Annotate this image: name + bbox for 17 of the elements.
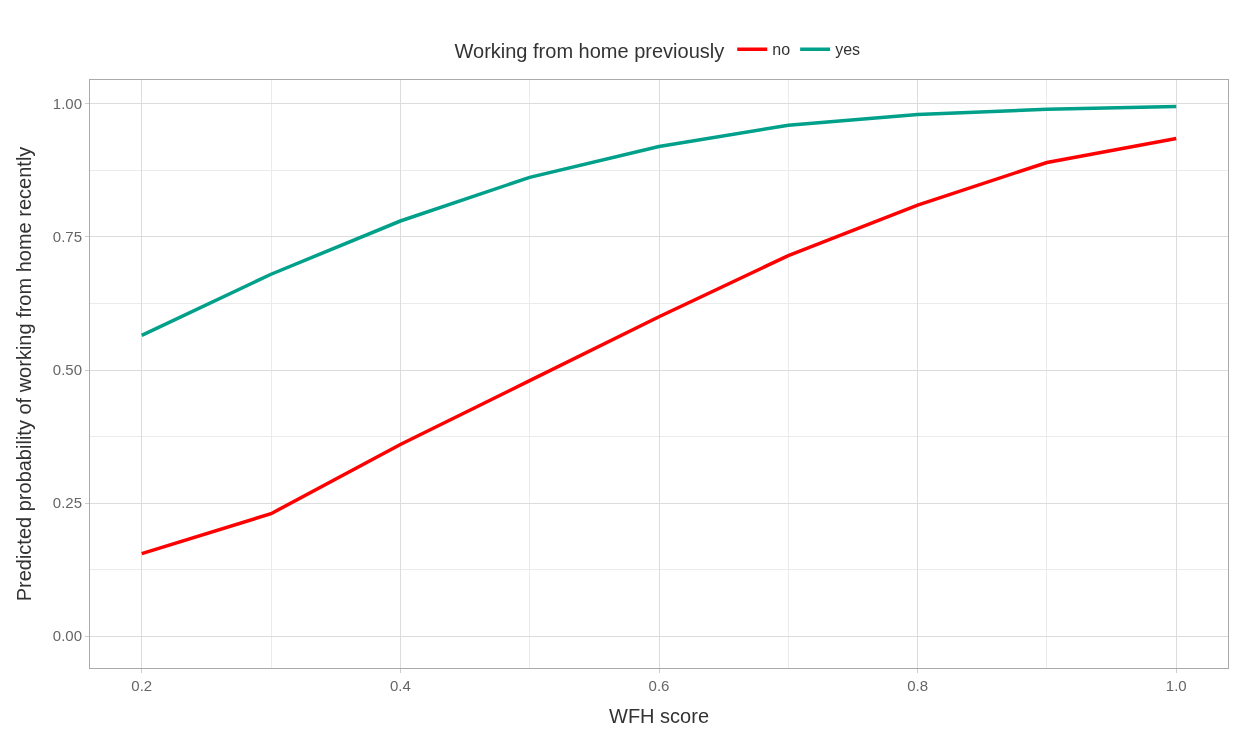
x-tick-label: 0.8 bbox=[907, 677, 929, 694]
x-tick-label: 1.0 bbox=[1165, 677, 1187, 694]
y-axis-title: Predicted probability of working from home recently bbox=[13, 146, 36, 602]
x-tick-label: 0.2 bbox=[131, 677, 153, 694]
y-tick-label: 0.75 bbox=[52, 228, 82, 246]
line-series bbox=[139, 104, 1179, 338]
x-tick-label: 0.6 bbox=[648, 677, 670, 694]
legend-title: Working from home previously bbox=[454, 40, 725, 63]
legend-label: no bbox=[772, 41, 791, 59]
line-series bbox=[139, 136, 1179, 556]
y-tick-label: 0.50 bbox=[52, 361, 82, 379]
legend-label: yes bbox=[835, 41, 861, 59]
y-tick-label: 1.00 bbox=[52, 95, 82, 113]
x-tick-label: 0.4 bbox=[389, 677, 411, 694]
y-tick-label: 0.25 bbox=[52, 494, 82, 512]
x-axis-title: WFH score bbox=[609, 704, 709, 727]
y-tick-label: 0.00 bbox=[52, 627, 82, 645]
